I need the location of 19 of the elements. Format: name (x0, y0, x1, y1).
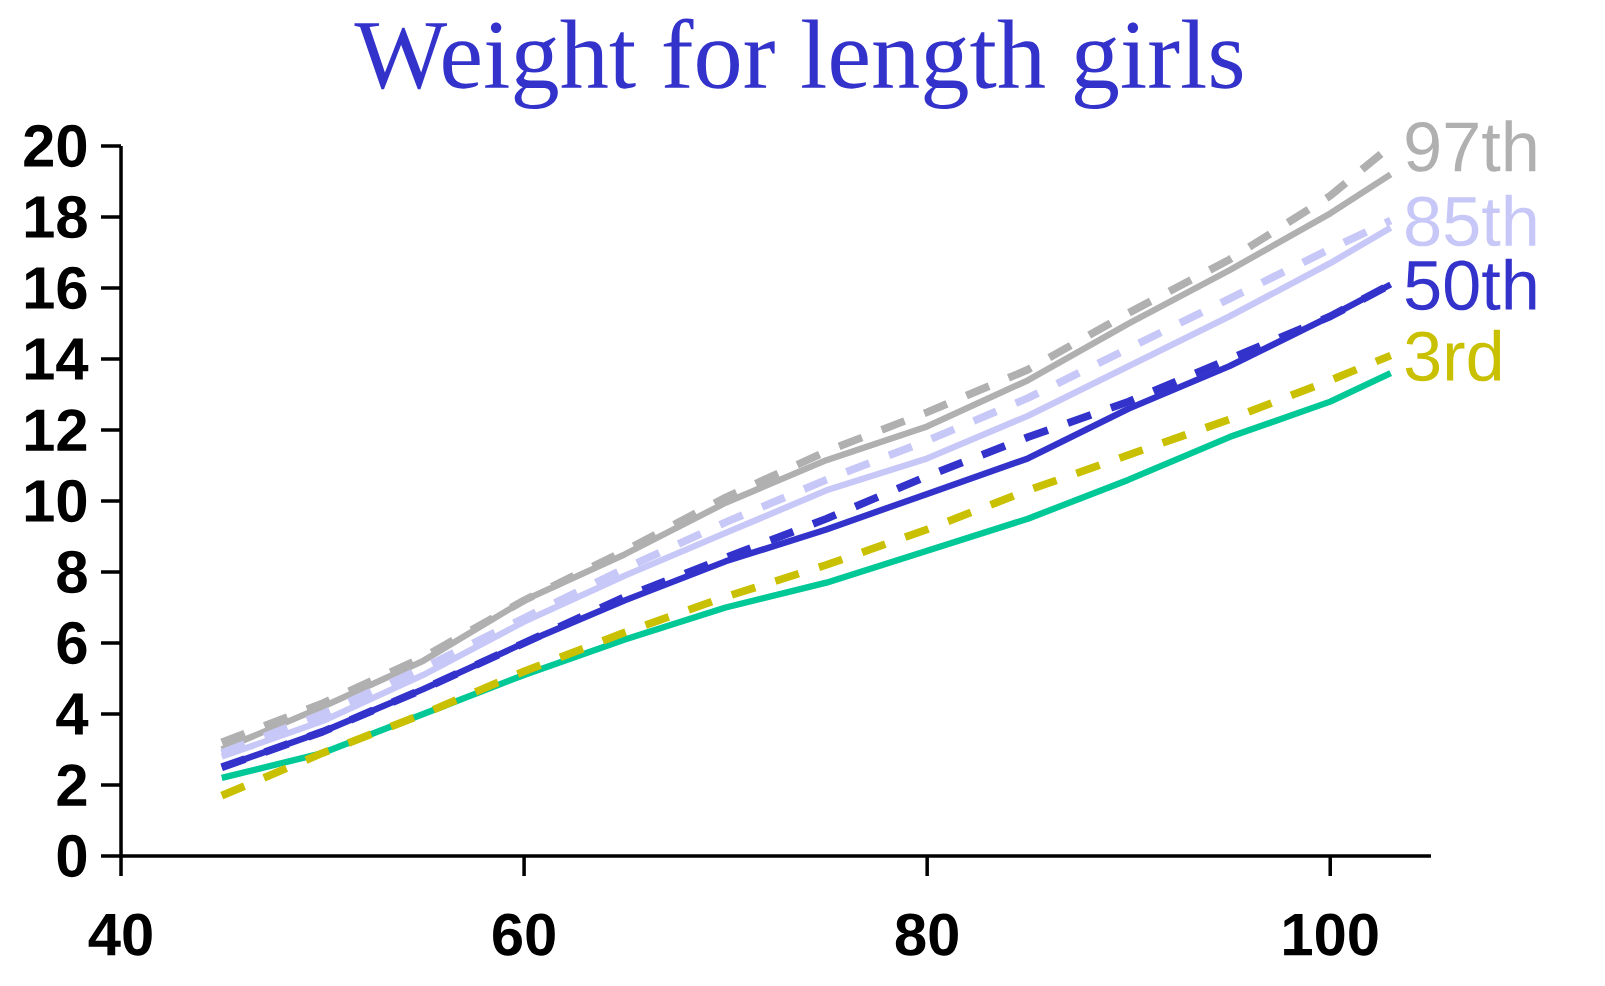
y-tick-label: 20 (24, 124, 87, 168)
y-tick-label: 2 (57, 764, 87, 806)
y-tick-label: 4 (56, 693, 89, 735)
y-tick-label: 8 (57, 550, 87, 594)
x-tick-label: 60 (493, 913, 555, 956)
x-tick-label: 100 (1284, 913, 1378, 956)
y-tick-label: 12 (25, 409, 87, 451)
y-tick-label: 6 (57, 621, 87, 665)
y-tick-label: 14 (25, 338, 89, 380)
series-label: 3rd (1405, 329, 1501, 382)
x-tick-label: 40 (88, 913, 152, 956)
y-tick-label: 18 (25, 195, 87, 239)
y-tick-label: 0 (57, 834, 87, 878)
x-tick-label: 80 (895, 913, 958, 956)
y-tick-label: 16 (25, 266, 87, 310)
chart-title: Weight for length girls (354, 18, 1243, 109)
y-tick-label: 10 (25, 479, 87, 523)
series-label: 97th (1406, 120, 1536, 172)
series-label: 50th (1405, 258, 1536, 311)
